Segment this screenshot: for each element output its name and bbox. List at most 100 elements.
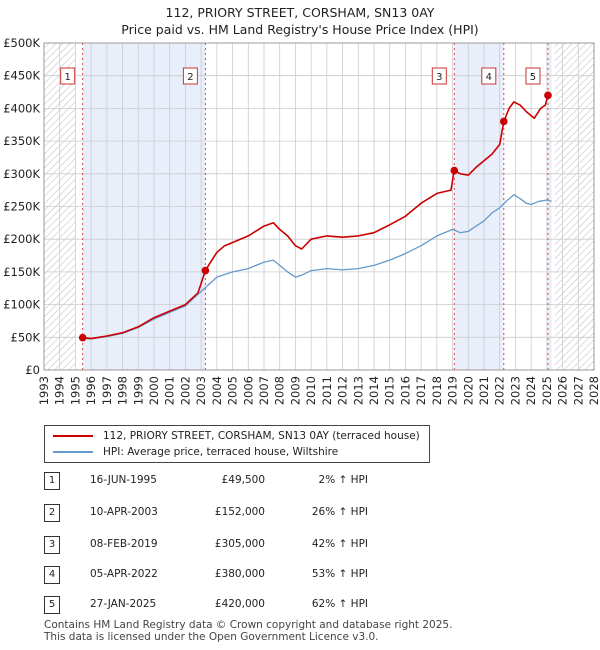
x-tick-label: 2018 [430,376,444,405]
x-tick-label: 2012 [336,376,350,405]
sale-label-box [431,67,447,85]
sale-row: 5 27-JAN-2025 £420,000 62% ↑ HPI [44,596,464,614]
sale-price: £305,000 [214,538,265,550]
sale-label-box [182,67,198,85]
x-tick-label: 2027 [571,376,585,405]
sale-point [500,117,508,126]
sale-price: £380,000 [214,568,265,580]
legend-label-hpi: HPI: Average price, terraced house, Wilt… [103,446,339,458]
sale-label-text: 4 [486,72,492,83]
legend-item-hpi: HPI: Average price, terraced house, Wilt… [53,444,338,460]
sale-date: 27-JAN-2025 [90,598,157,610]
y-tick-label: £150K [3,265,40,279]
x-tick-label: 2000 [147,376,161,405]
sale-point [78,333,87,342]
x-tick-label: 2004 [210,376,224,405]
sale-hpi-change: 62% ↑ HPI [311,598,368,610]
plot-border [43,42,595,371]
x-tick-label: 1995 [68,376,82,405]
y-tick-label: £400K [3,101,40,115]
footer-copyright: Contains HM Land Registry data © Crown c… [44,619,453,631]
sale-date: 05-APR-2022 [90,568,158,580]
sale-row: 4 05-APR-2022 £380,000 53% ↑ HPI [44,566,464,584]
x-tick-label: 2020 [461,376,475,405]
sale-hpi-change: 42% ↑ HPI [311,538,368,550]
sale-hpi-change: 53% ↑ HPI [311,568,368,580]
sale-point [450,166,459,175]
x-tick-label: 2009 [288,376,302,405]
x-tick-label: 2025 [540,376,554,405]
sale-number-badge: 2 [44,504,60,522]
x-tick-label: 1998 [116,376,130,405]
y-tick-label: £450K [3,69,40,83]
y-tick-label: £500K [3,36,40,50]
x-tick-label: 2008 [273,376,287,405]
sale-label-text: 2 [187,72,193,83]
footer: Contains HM Land Registry data © Crown c… [44,619,452,643]
sale-hpi-change: 2% ↑ HPI [318,474,368,486]
y-tick-label: £250K [3,200,40,214]
sale-date: 10-APR-2003 [90,506,158,518]
x-tick-label: 2017 [414,376,428,405]
y-tick-label: £100K [3,298,40,312]
sale-price: £49,500 [221,474,265,486]
x-tick-label: 2022 [493,376,507,405]
x-tick-label: 2002 [178,376,192,405]
sale-label-text: 3 [436,72,442,83]
x-tick-label: 2021 [477,376,491,405]
legend-swatch-hpi [53,451,93,453]
x-tick-label: 1993 [37,376,51,405]
sale-number-badge: 3 [44,536,60,554]
x-tick-label: 2010 [304,376,318,405]
sale-label-box [481,67,497,85]
sale-point [544,91,552,100]
x-tick-label: 2026 [556,376,570,405]
chart-title: 112, PRIORY STREET, CORSHAM, SN13 0AY Pr… [0,4,600,38]
sale-point [201,266,210,275]
sale-row: 3 08-FEB-2019 £305,000 42% ↑ HPI [44,536,464,554]
chart-title-line2: Price paid vs. HM Land Registry's House … [121,22,479,37]
x-tick-label: 2011 [320,376,334,405]
y-tick-label: £0 [25,363,40,377]
y-tick-label: £300K [3,167,40,181]
x-tick-label: 2028 [587,376,600,405]
legend-swatch-property [53,435,93,437]
sale-label-box [525,67,541,85]
sale-date: 08-FEB-2019 [90,538,158,550]
sale-price: £152,000 [214,506,265,518]
x-tick-label: 1999 [131,376,145,405]
x-tick-label: 2003 [194,376,208,405]
x-tick-label: 2019 [446,376,460,405]
sale-date: 16-JUN-1995 [90,474,157,486]
x-tick-label: 2016 [398,376,412,405]
sale-label-text: 5 [530,72,536,83]
sale-label-box [60,67,76,85]
legend-label-property: 112, PRIORY STREET, CORSHAM, SN13 0AY (t… [103,430,420,442]
legend: 112, PRIORY STREET, CORSHAM, SN13 0AY (t… [44,425,430,463]
y-tick-label: £200K [3,232,40,246]
x-tick-label: 2006 [241,376,255,405]
sale-number-badge: 5 [44,596,60,614]
x-tick-label: 1994 [53,376,67,405]
x-tick-label: 2013 [351,376,365,405]
hpi-line [82,194,552,340]
x-tick-label: 2005 [226,376,240,405]
y-tick-label: £50K [11,330,41,344]
x-tick-label: 2024 [524,376,538,405]
footer-licence: This data is licensed under the Open Gov… [44,631,379,643]
sale-row: 2 10-APR-2003 £152,000 26% ↑ HPI [44,504,464,522]
x-tick-label: 2001 [163,376,177,405]
x-tick-label: 2007 [257,376,271,405]
sale-price: £420,000 [214,598,265,610]
legend-item-property: 112, PRIORY STREET, CORSHAM, SN13 0AY (t… [53,428,420,444]
price-chart: 1 2 3 4 5 £0 £50K £100K £150K £200K £250K £300K £35… [3,36,600,405]
sale-number-badge: 1 [44,472,60,490]
x-tick-label: 2023 [508,376,522,405]
sale-row: 1 16-JUN-1995 £49,500 2% ↑ HPI [44,472,464,490]
property-price-line [82,93,552,340]
x-tick-label: 1997 [100,376,114,405]
x-tick-label: 1996 [84,376,98,405]
sale-label-text: 1 [64,72,70,83]
chart-title-line1: 112, PRIORY STREET, CORSHAM, SN13 0AY [165,5,435,20]
sale-number-badge: 4 [44,566,60,584]
